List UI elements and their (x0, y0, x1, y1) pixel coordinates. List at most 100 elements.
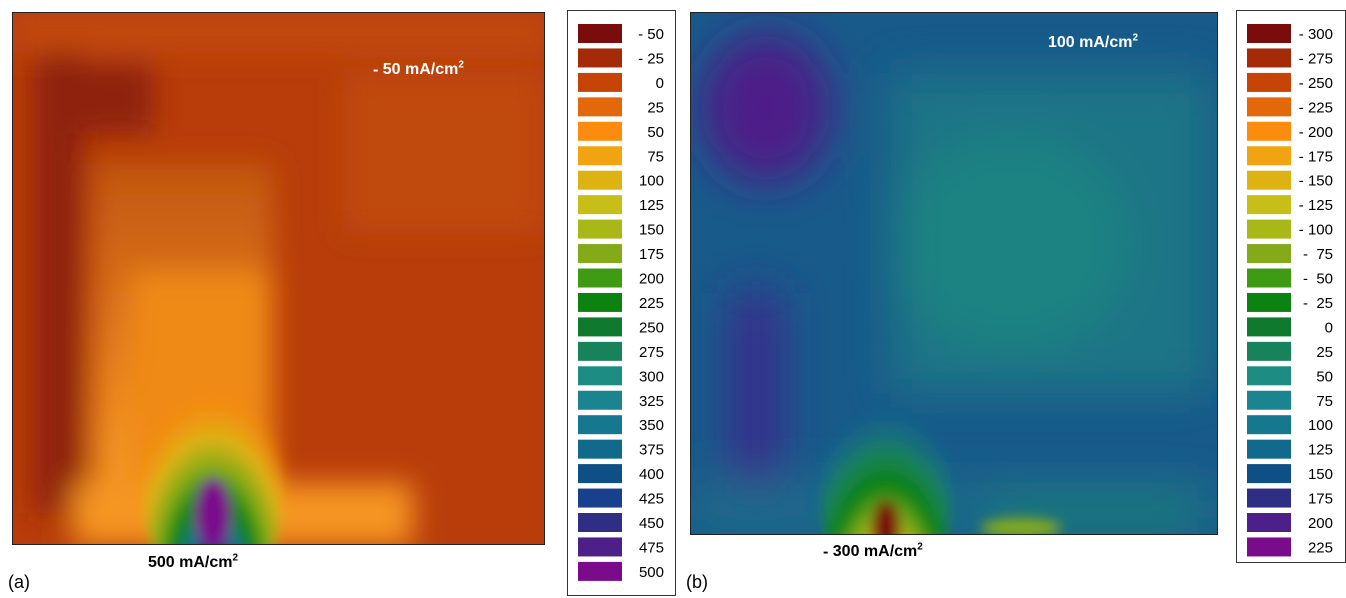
colorbar-a-label: 125 (639, 197, 664, 214)
colorbar-a-swatch (578, 72, 622, 92)
colorbar-b-swatch (1247, 317, 1291, 337)
colorbar-b-swatch (1247, 244, 1291, 264)
annotation-b-bottom-prefix: - (823, 543, 833, 561)
colorbar-a-label: 475 (639, 539, 664, 556)
colorbar-a-label: 100 (639, 173, 664, 190)
colorbar-a-swatch (578, 170, 622, 190)
colorbar-b-swatch (1247, 72, 1291, 92)
colorbar-b-label: - 300 (1299, 26, 1333, 43)
colorbar-b-label: - 50 (1303, 271, 1333, 288)
colorbar-a-label: 275 (639, 344, 664, 361)
heatmap-b-field (691, 13, 1217, 534)
colorbar-b-label: 100 (1308, 417, 1333, 434)
colorbar-b-swatch (1247, 537, 1291, 557)
colorbar-a-swatch (578, 48, 622, 68)
annotation-a-top-prefix: - (373, 61, 383, 79)
colorbar-a-swatch (578, 537, 622, 557)
colorbar-b-swatch (1247, 415, 1291, 435)
annotation-a-top-sup: 2 (458, 60, 464, 71)
colorbar-a-swatch (578, 390, 622, 410)
annotation-b-bottom-value: 300 mA/cm (832, 543, 918, 561)
colorbar-b-swatch (1247, 24, 1291, 43)
colorbar-a-label: 325 (639, 393, 664, 410)
colorbar-b-label: - 175 (1299, 148, 1333, 165)
colorbar-b-svg: - 300- 275- 250- 225- 200- 175- 150- 125… (1247, 24, 1333, 557)
colorbar-b-swatch (1247, 195, 1291, 215)
colorbar-b-swatch (1247, 170, 1291, 190)
colorbar-b-label: - 25 (1303, 295, 1333, 312)
colorbar-b-swatch (1247, 439, 1291, 459)
colorbar-a-swatch (578, 121, 622, 141)
colorbar-b: - 300- 275- 250- 225- 200- 175- 150- 125… (1236, 10, 1346, 563)
annotation-b-bottom: - 300 mA/cm2 (823, 542, 923, 561)
colorbar-b-label: - 75 (1303, 246, 1333, 263)
colorbar-a-label: 50 (647, 124, 664, 141)
panel-label-a: (a) (8, 572, 30, 592)
annotation-b-top-value: 100 mA/cm (1048, 34, 1133, 52)
annotation-a-top-value: 50 mA/cm (382, 61, 459, 79)
colorbar-a-label: 225 (639, 295, 664, 312)
colorbar-b-label: 125 (1308, 442, 1333, 459)
colorbar-b-swatch (1247, 390, 1291, 410)
colorbar-b-swatch (1247, 488, 1291, 508)
annotation-b-top-sup: 2 (1132, 33, 1139, 44)
colorbar-a-label: 150 (639, 222, 664, 239)
colorbar-b-swatch (1247, 366, 1291, 386)
colorbar-a-label: 450 (639, 515, 664, 532)
colorbar-a-label: 350 (639, 417, 664, 434)
colorbar-b-label: 75 (1316, 393, 1333, 410)
colorbar-b-label: - 100 (1299, 222, 1333, 239)
colorbar-a: - 50 - 25 0 25 50 75 100 125 150 175 200 225 250 275 3… (567, 10, 676, 596)
colorbar-a-swatch (578, 317, 622, 337)
annotation-a-bottom-value: 500 mA/cm (148, 554, 233, 572)
colorbar-a-swatch (578, 97, 622, 117)
heatmap-a (12, 12, 545, 545)
colorbar-b-swatch (1247, 464, 1291, 484)
colorbar-a-swatch (578, 268, 622, 288)
colorbar-b-swatch (1247, 513, 1291, 532)
colorbar-a-swatch (578, 244, 622, 264)
colorbar-b-swatch (1247, 341, 1291, 361)
colorbar-a-label: 500 (639, 564, 664, 581)
annotation-a-bottom-sup: 2 (232, 553, 239, 564)
colorbar-a-svg: - 50 - 25 0 25 50 75 100 125 150 175 200 225 250 275 3… (578, 24, 664, 581)
colorbar-b-label: 0 (1325, 319, 1333, 336)
colorbar-a-swatch (578, 415, 622, 435)
annotation-b-bottom-sup: 2 (917, 542, 923, 553)
colorbar-a-swatch (578, 464, 622, 484)
colorbar-b-label: 175 (1308, 491, 1333, 508)
colorbar-b-label: - 250 (1299, 75, 1333, 92)
colorbar-a-label: 400 (639, 466, 664, 483)
heatmap-a-field (13, 13, 544, 544)
colorbar-b-label: 200 (1308, 515, 1333, 532)
colorbar-a-swatch (578, 341, 622, 361)
colorbar-b-swatch (1247, 48, 1291, 68)
colorbar-a-label: 425 (639, 491, 664, 508)
colorbar-b-swatch (1247, 97, 1291, 117)
colorbar-b-swatch (1247, 121, 1291, 141)
colorbar-a-swatch (578, 292, 622, 312)
colorbar-b-swatch (1247, 146, 1291, 166)
colorbar-a-swatch (578, 439, 622, 459)
colorbar-b-swatch (1247, 292, 1291, 312)
annotation-b-top: 100 mA/cm2 (1048, 33, 1138, 52)
colorbar-a-label: 375 (639, 442, 664, 459)
colorbar-a-label: - 25 (638, 50, 664, 67)
colorbar-b-swatch (1247, 268, 1291, 288)
heatmap-b (690, 12, 1218, 535)
colorbar-b-label: 150 (1308, 466, 1333, 483)
colorbar-b-label: - 125 (1299, 197, 1333, 214)
colorbar-a-label: - 50 (638, 26, 664, 43)
colorbar-a-swatch (578, 366, 622, 386)
colorbar-b-label: 225 (1308, 539, 1333, 556)
colorbar-b-label: - 275 (1299, 50, 1333, 67)
colorbar-b-label: 50 (1316, 368, 1333, 385)
colorbar-a-swatch (578, 488, 622, 508)
colorbar-b-swatch (1247, 219, 1291, 239)
colorbar-a-swatch (578, 561, 622, 581)
colorbar-a-label: 75 (647, 148, 664, 165)
colorbar-a-label: 300 (639, 368, 664, 385)
annotation-a-top: - 50 mA/cm2 (373, 60, 464, 79)
colorbar-a-swatch (578, 513, 622, 532)
panel-label-b: (b) (686, 572, 708, 592)
